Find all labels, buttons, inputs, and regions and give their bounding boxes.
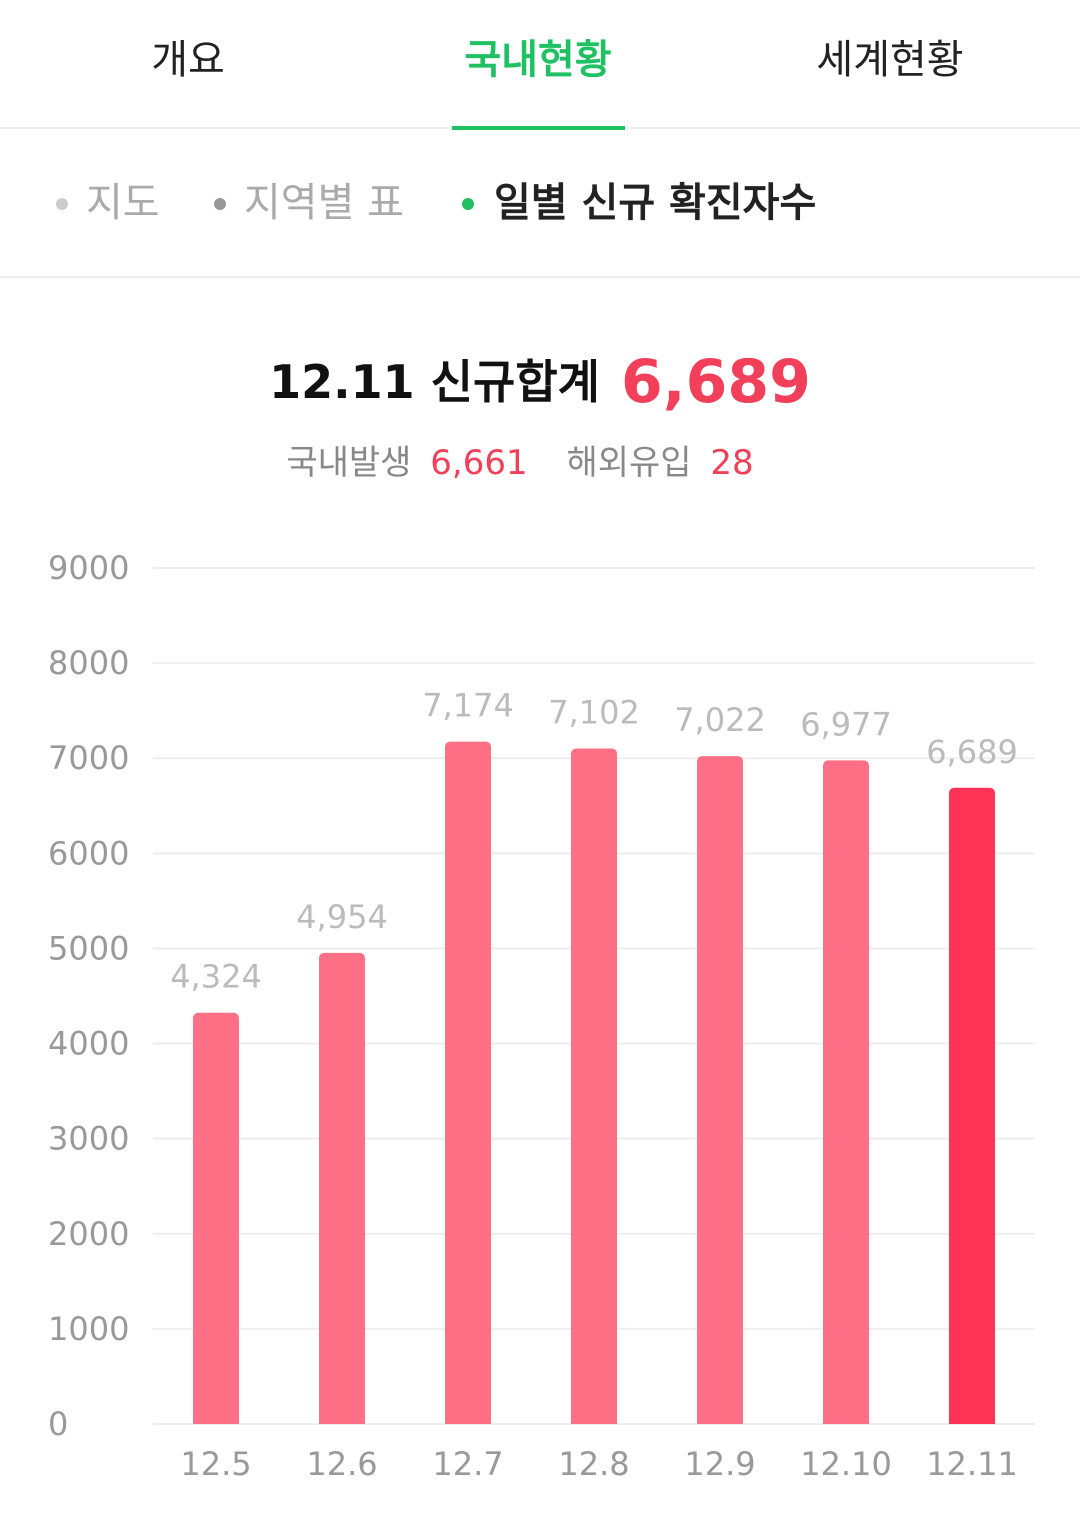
x-tick-label: 12.8 — [558, 1445, 629, 1483]
divider — [0, 276, 1080, 278]
x-tick-label: 12.9 — [684, 1445, 755, 1483]
y-tick-label: 5000 — [48, 929, 129, 967]
value-label: 6,689 — [926, 733, 1018, 771]
summary-line: 12.11 신규합계 6,689 — [269, 347, 811, 417]
subtab-active[interactable]: 일별 신규 확진자수 — [494, 180, 816, 226]
x-tick-label: 12.5 — [180, 1445, 251, 1483]
y-tick-label: 1000 — [48, 1310, 129, 1348]
overseas-label: 해외유입 — [566, 443, 691, 483]
x-tick-label: 12.6 — [306, 1445, 377, 1483]
bullet — [462, 198, 474, 210]
bar — [319, 952, 365, 1424]
chart: 0 1000 2000 3000 4000 5000 6000 7000 8000 9000 4,3… — [48, 549, 1035, 1483]
x-tick-label: 12.11 — [926, 1445, 1018, 1483]
summary-title: 12.11 신규합계 — [269, 355, 600, 409]
value-label: 7,022 — [674, 701, 766, 739]
value-label: 6,977 — [800, 705, 892, 743]
overseas-value: 28 — [710, 443, 753, 483]
x-tick-label: 12.7 — [432, 1445, 503, 1483]
bar — [193, 1012, 239, 1424]
y-tick-label: 0 — [48, 1405, 68, 1443]
tab-underline — [452, 126, 625, 130]
tab[interactable]: 개요 — [151, 37, 225, 83]
bullet — [56, 198, 68, 210]
value-label: 4,954 — [296, 898, 388, 936]
summary-sub: 국내발생 6,661 해외유입 28 — [286, 443, 753, 483]
value-label: 4,324 — [170, 958, 262, 996]
y-tick-label: 8000 — [48, 644, 129, 682]
bar — [949, 787, 995, 1424]
summary-total: 6,689 — [621, 347, 811, 417]
tab[interactable]: 세계현황 — [816, 37, 963, 83]
tab-active[interactable]: 국내현황 — [464, 37, 611, 83]
bar — [697, 756, 743, 1424]
domestic-label: 국내발생 — [286, 443, 411, 483]
x-tick-label: 12.10 — [800, 1445, 892, 1483]
subtab[interactable]: 지도 — [86, 180, 160, 226]
y-tick-label: 2000 — [48, 1215, 129, 1253]
bar — [823, 760, 869, 1424]
y-tick-label: 6000 — [48, 834, 129, 872]
bar — [571, 748, 617, 1424]
y-tick-label: 7000 — [48, 739, 129, 777]
bar — [445, 741, 491, 1424]
y-tick-label: 4000 — [48, 1025, 129, 1063]
subtab[interactable]: 지역별 표 — [244, 180, 404, 226]
bullet — [214, 198, 226, 210]
domestic-value: 6,661 — [430, 443, 527, 483]
y-tick-label: 3000 — [48, 1120, 129, 1158]
y-tick-label: 9000 — [48, 549, 129, 587]
value-label: 7,174 — [422, 687, 514, 725]
value-label: 7,102 — [548, 694, 640, 732]
